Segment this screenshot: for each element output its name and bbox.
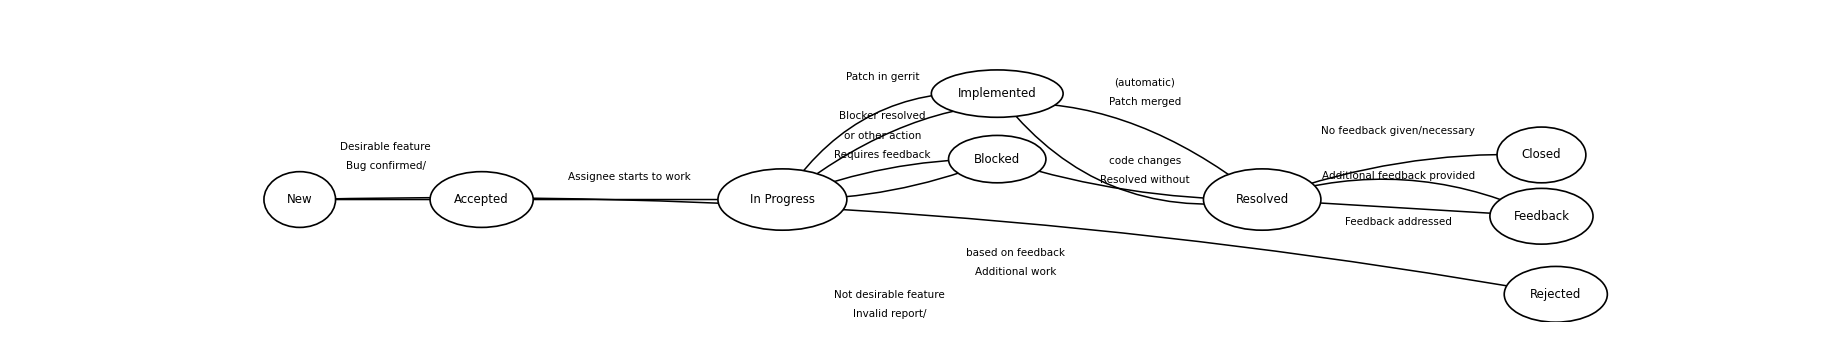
- Ellipse shape: [264, 172, 336, 227]
- Ellipse shape: [1497, 127, 1586, 183]
- Ellipse shape: [431, 172, 534, 227]
- Ellipse shape: [1203, 169, 1321, 230]
- Text: Requires feedback: Requires feedback: [835, 150, 931, 160]
- Text: Not desirable feature: Not desirable feature: [835, 290, 944, 300]
- Ellipse shape: [1504, 266, 1608, 322]
- Text: Accepted: Accepted: [455, 193, 508, 206]
- Text: Feedback addressed: Feedback addressed: [1345, 217, 1453, 227]
- Text: Desirable feature: Desirable feature: [340, 142, 431, 152]
- Text: (automatic): (automatic): [1114, 78, 1175, 88]
- Text: code changes: code changes: [1109, 156, 1181, 166]
- Text: Invalid report/: Invalid report/: [854, 310, 926, 319]
- Text: Feedback: Feedback: [1514, 210, 1569, 223]
- Text: Implemented: Implemented: [957, 87, 1037, 100]
- Text: New: New: [286, 193, 312, 206]
- Ellipse shape: [719, 169, 846, 230]
- Text: Additional work: Additional work: [976, 267, 1057, 277]
- Text: Resolved without: Resolved without: [1100, 175, 1190, 185]
- Text: Assignee starts to work: Assignee starts to work: [567, 172, 691, 182]
- Text: No feedback given/necessary: No feedback given/necessary: [1321, 126, 1475, 136]
- Text: Additional feedback provided: Additional feedback provided: [1321, 171, 1475, 181]
- Text: Bug confirmed/: Bug confirmed/: [346, 161, 425, 171]
- Text: Rejected: Rejected: [1530, 288, 1582, 301]
- Text: Resolved: Resolved: [1236, 193, 1288, 206]
- Text: Closed: Closed: [1521, 148, 1562, 161]
- Text: based on feedback: based on feedback: [967, 248, 1064, 258]
- Ellipse shape: [948, 135, 1046, 183]
- Ellipse shape: [931, 70, 1063, 117]
- Ellipse shape: [1489, 188, 1593, 244]
- Text: or other action: or other action: [845, 131, 922, 141]
- Text: Patch in gerrit: Patch in gerrit: [846, 72, 920, 82]
- Text: Blocked: Blocked: [974, 153, 1020, 166]
- Text: In Progress: In Progress: [750, 193, 815, 206]
- Text: Blocker resolved: Blocker resolved: [839, 111, 926, 121]
- Text: Patch merged: Patch merged: [1109, 97, 1181, 107]
